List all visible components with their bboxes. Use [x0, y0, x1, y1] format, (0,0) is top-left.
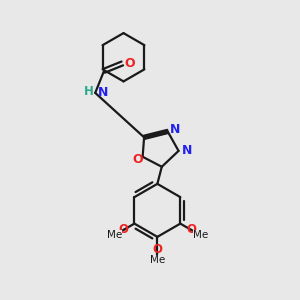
Text: N: N [182, 144, 192, 158]
Text: Me: Me [107, 230, 122, 240]
Text: N: N [98, 86, 108, 99]
Text: O: O [119, 223, 129, 236]
Text: N: N [170, 124, 180, 136]
Text: Me: Me [193, 230, 208, 240]
Text: O: O [132, 153, 143, 166]
Text: Me: Me [150, 255, 165, 265]
Text: O: O [152, 243, 162, 256]
Text: O: O [186, 223, 196, 236]
Text: H: H [84, 85, 94, 98]
Text: O: O [125, 57, 135, 70]
